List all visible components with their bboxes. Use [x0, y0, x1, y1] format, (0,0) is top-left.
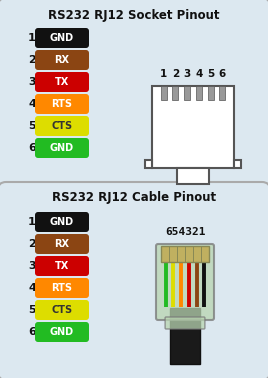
Text: 6: 6 — [28, 327, 36, 337]
FancyBboxPatch shape — [35, 256, 89, 276]
Text: RX: RX — [54, 239, 69, 249]
Text: 1: 1 — [28, 217, 36, 227]
Text: 5: 5 — [28, 305, 36, 315]
Bar — [170, 308, 200, 364]
Bar — [234, 160, 241, 168]
FancyBboxPatch shape — [35, 50, 89, 70]
FancyBboxPatch shape — [35, 138, 89, 158]
Text: 654321: 654321 — [166, 227, 206, 237]
Text: RX: RX — [54, 55, 69, 65]
Text: CTS: CTS — [51, 121, 73, 131]
Bar — [208, 86, 214, 100]
Text: 5: 5 — [28, 121, 36, 131]
FancyBboxPatch shape — [35, 234, 89, 254]
Text: RS232 RJ12 Cable Pinout: RS232 RJ12 Cable Pinout — [52, 192, 216, 204]
FancyBboxPatch shape — [0, 182, 268, 378]
Bar — [219, 86, 225, 100]
Text: 3: 3 — [28, 77, 36, 87]
Text: 1: 1 — [28, 33, 36, 43]
Bar — [161, 246, 209, 262]
Text: TX: TX — [55, 261, 69, 271]
Text: 3: 3 — [28, 261, 36, 271]
Text: RTS: RTS — [51, 99, 73, 109]
Text: 4: 4 — [28, 99, 36, 109]
Text: 3: 3 — [184, 69, 191, 79]
FancyBboxPatch shape — [35, 72, 89, 92]
Text: RTS: RTS — [51, 283, 73, 293]
FancyBboxPatch shape — [35, 300, 89, 320]
Text: 4: 4 — [195, 69, 203, 79]
FancyBboxPatch shape — [35, 322, 89, 342]
Text: 2: 2 — [172, 69, 179, 79]
FancyBboxPatch shape — [35, 212, 89, 232]
FancyBboxPatch shape — [35, 94, 89, 114]
Text: RS232 RJ12 Socket Pinout: RS232 RJ12 Socket Pinout — [48, 9, 220, 23]
Text: 2: 2 — [28, 239, 36, 249]
Text: 4: 4 — [28, 283, 36, 293]
Text: 5: 5 — [207, 69, 214, 79]
FancyBboxPatch shape — [165, 317, 205, 329]
Bar — [161, 86, 167, 100]
Bar — [145, 160, 152, 168]
Text: GND: GND — [50, 217, 74, 227]
FancyBboxPatch shape — [35, 116, 89, 136]
Text: GND: GND — [50, 327, 74, 337]
Text: 2: 2 — [28, 55, 36, 65]
Text: 6: 6 — [28, 143, 36, 153]
Bar — [172, 86, 178, 100]
Text: GND: GND — [50, 33, 74, 43]
Bar — [196, 86, 202, 100]
FancyBboxPatch shape — [156, 244, 214, 320]
Bar — [152, 86, 234, 168]
Bar — [177, 168, 209, 184]
Bar — [184, 86, 190, 100]
Text: TX: TX — [55, 77, 69, 87]
Text: GND: GND — [50, 143, 74, 153]
Text: CTS: CTS — [51, 305, 73, 315]
Text: 1: 1 — [160, 69, 167, 79]
Text: 6: 6 — [219, 69, 226, 79]
FancyBboxPatch shape — [35, 278, 89, 298]
FancyBboxPatch shape — [0, 0, 268, 194]
FancyBboxPatch shape — [35, 28, 89, 48]
